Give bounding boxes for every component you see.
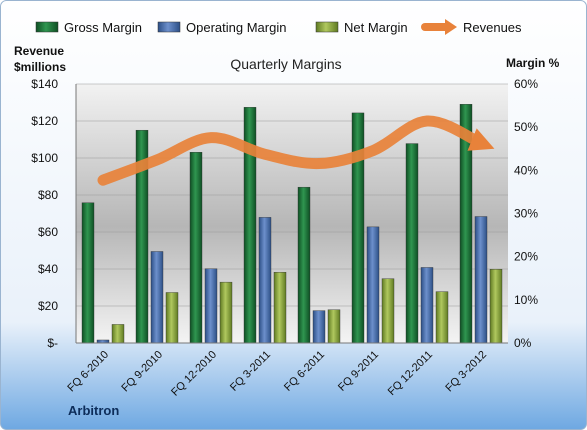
left-tick-label: $- [47, 336, 58, 350]
right-axis-title: Margin % [506, 56, 560, 70]
bar-operating-margin [204, 268, 218, 344]
bar-operating-margin [258, 217, 272, 344]
bar-net-margin [435, 291, 449, 344]
legend-swatch-gross-margin [35, 21, 59, 33]
bar-net-margin [111, 324, 125, 344]
bar-gross-margin [351, 112, 365, 344]
bar-gross-margin [297, 186, 311, 344]
bar-net-margin [165, 292, 179, 344]
left-tick-label: $100 [31, 151, 58, 165]
bar-net-margin [327, 309, 341, 344]
bar-operating-margin [474, 216, 488, 344]
left-tick-label: $80 [38, 188, 58, 202]
right-tick-label: 0% [514, 336, 532, 350]
left-tick-label: $120 [31, 114, 58, 128]
legend: Gross Margin Operating Margin Net Margin Re… [35, 19, 522, 35]
bar-net-margin [273, 272, 287, 344]
bar-gross-margin [405, 143, 419, 344]
bar-gross-margin [189, 152, 203, 344]
right-tick-label: 20% [514, 250, 538, 264]
right-tick-label: 50% [514, 120, 538, 134]
legend-swatch-operating-margin [157, 21, 181, 33]
revenue-line-layer [97, 115, 495, 186]
left-axis-title-line1: Revenue [14, 44, 64, 58]
left-tick-label: $60 [38, 225, 58, 239]
right-tick-label: 60% [514, 77, 538, 91]
right-tick-label: 10% [514, 293, 538, 307]
legend-label: Gross Margin [64, 20, 142, 35]
company-label: Arbitron [68, 403, 119, 418]
legend-swatch-net-margin [315, 21, 339, 33]
revenue-line [97, 115, 495, 186]
legend-label: Operating Margin [186, 20, 286, 35]
bar-operating-margin [366, 226, 380, 344]
legend-label: Revenues [463, 20, 522, 35]
right-tick-label: 30% [514, 207, 538, 221]
legend-label: Net Margin [344, 20, 408, 35]
left-tick-label: $140 [31, 77, 58, 91]
bar-net-margin [219, 281, 233, 344]
chart-title: Quarterly Margins [230, 56, 341, 72]
bar-operating-margin [150, 251, 164, 344]
legend-arrow-icon [445, 19, 457, 35]
bar-series [81, 104, 503, 344]
bar-gross-margin [81, 202, 95, 344]
bar-net-margin [489, 268, 503, 344]
bar-operating-margin [312, 310, 326, 344]
bar-operating-margin [420, 267, 434, 344]
bar-net-margin [381, 278, 395, 344]
left-axis-title-line2: $millions [14, 60, 66, 74]
left-tick-label: $20 [38, 299, 58, 313]
right-tick-label: 40% [514, 163, 538, 177]
left-tick-label: $40 [38, 262, 58, 276]
